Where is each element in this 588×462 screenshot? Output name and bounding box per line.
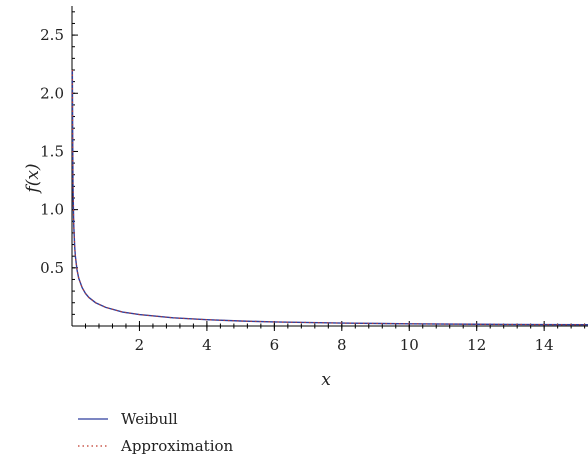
data-point-approximation (76, 270, 77, 271)
y-tick-label: 1.5 (40, 142, 64, 160)
data-point-approximation (544, 324, 545, 325)
data-point-approximation (240, 320, 241, 321)
legend-label-weibull: Weibull (121, 410, 178, 428)
data-point-approximation (95, 302, 96, 303)
data-point-approximation (341, 322, 342, 323)
y-tick-label: 1.0 (40, 201, 64, 219)
series-line-weibull (71, 69, 588, 326)
data-point-approximation (82, 287, 83, 288)
data-point-approximation (274, 321, 275, 322)
data-point-approximation (85, 293, 86, 294)
x-tick-label: 4 (202, 336, 212, 354)
x-axis-label: x (321, 370, 331, 390)
legend: Weibull Approximation (78, 410, 234, 455)
data-point-approximation (122, 311, 123, 312)
data-point-approximation (78, 278, 79, 279)
data-point-approximation (173, 317, 174, 318)
x-tick-label: 12 (467, 336, 486, 354)
x-tick-label: 14 (535, 336, 554, 354)
y-tick-label: 0.5 (40, 259, 64, 277)
minor-ticks (72, 11, 586, 329)
x-ticks: 2 4 6 8 10 12 14 (135, 321, 554, 354)
data-point-approximation (72, 69, 73, 70)
data-point-approximation (88, 297, 89, 298)
data-point-approximation (206, 319, 207, 320)
series-layer (71, 69, 588, 326)
data-point-approximation (476, 324, 477, 325)
legend-label-approximation: Approximation (120, 437, 234, 455)
data-point-approximation (74, 246, 75, 247)
axes: 2 4 6 8 10 12 14 0.5 1.0 1.5 2.0 2.5 (40, 6, 588, 354)
data-point-approximation (105, 307, 106, 308)
data-point-approximation (409, 323, 410, 324)
x-tick-label: 10 (400, 336, 419, 354)
y-axis-label: f(x) (23, 163, 43, 194)
y-tick-label: 2.5 (40, 26, 64, 44)
y-ticks: 0.5 1.0 1.5 2.0 2.5 (40, 26, 78, 277)
data-point-approximation (73, 223, 74, 224)
data-point-approximation (139, 314, 140, 315)
x-tick-label: 6 (270, 336, 280, 354)
x-tick-label: 2 (135, 336, 145, 354)
series-line-approximation (71, 69, 588, 326)
x-tick-label: 8 (337, 336, 347, 354)
y-tick-label: 2.0 (40, 84, 64, 102)
data-point-approximation (75, 256, 76, 257)
data-point-approximation (72, 137, 73, 138)
data-point-approximation (72, 186, 73, 187)
